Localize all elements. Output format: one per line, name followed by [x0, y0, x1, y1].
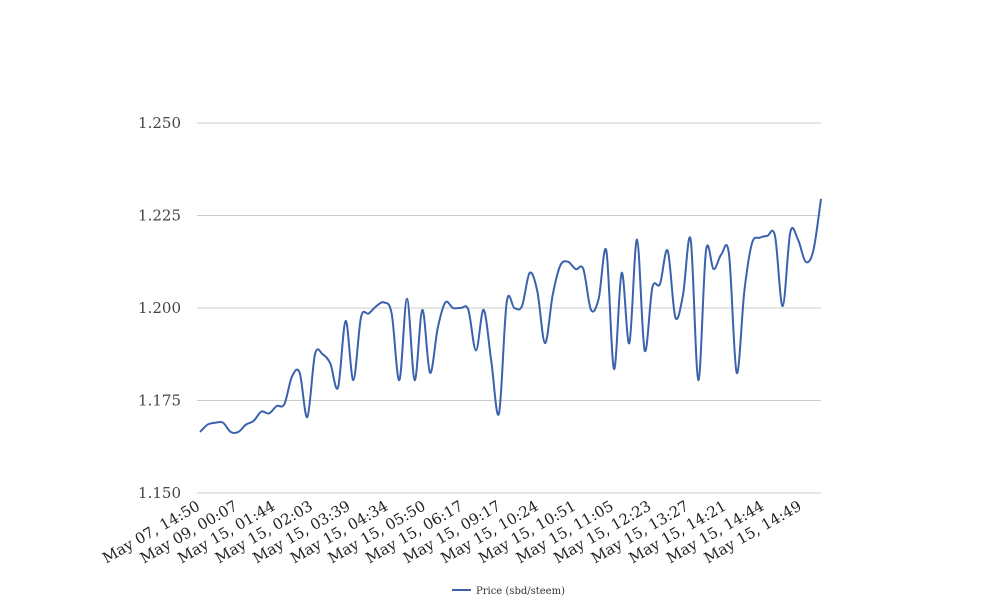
gridlines — [197, 122, 821, 494]
y-tick-label: 1.150 — [138, 484, 181, 502]
y-tick-label: 1.200 — [138, 299, 181, 317]
y-axis-ticks: 1.150 1.175 1.200 1.225 1.250 — [138, 114, 181, 502]
y-tick-label: 1.225 — [138, 207, 181, 225]
legend: Price (sbd/steem) — [452, 586, 565, 597]
legend-label-price: Price (sbd/steem) — [476, 586, 565, 597]
y-tick-label: 1.175 — [138, 392, 181, 410]
series-line-price — [199, 198, 822, 434]
y-tick-label: 1.250 — [138, 114, 181, 132]
series-layer — [199, 198, 822, 434]
